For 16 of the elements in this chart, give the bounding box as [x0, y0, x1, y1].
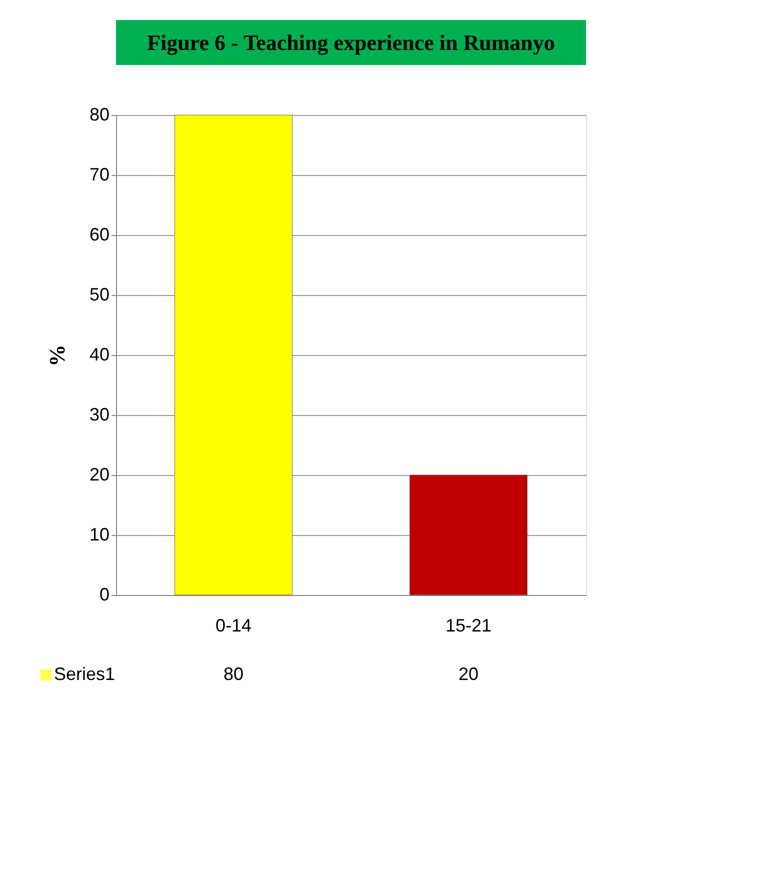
x-tick-label: 0-14: [215, 616, 252, 636]
data-label: 80: [223, 664, 244, 684]
y-tick-label: 60: [89, 224, 110, 244]
y-tick-label: 40: [89, 344, 110, 364]
y-tick-label: 0: [99, 584, 110, 604]
x-tick-label: 15-21: [445, 616, 492, 636]
y-tick-label: 10: [89, 524, 110, 544]
chart-title: Figure 6 - Teaching experience in Rumanyo: [147, 30, 555, 55]
y-tick-label: 80: [89, 104, 110, 124]
y-tick-label: 70: [89, 164, 110, 184]
y-tick-label: 30: [89, 404, 110, 424]
legend-label: Series1: [54, 664, 116, 684]
y-axis-title: %: [44, 344, 70, 366]
y-tick-label: 20: [89, 464, 110, 484]
data-label: 20: [458, 664, 479, 684]
y-tick-label: 50: [89, 284, 110, 304]
